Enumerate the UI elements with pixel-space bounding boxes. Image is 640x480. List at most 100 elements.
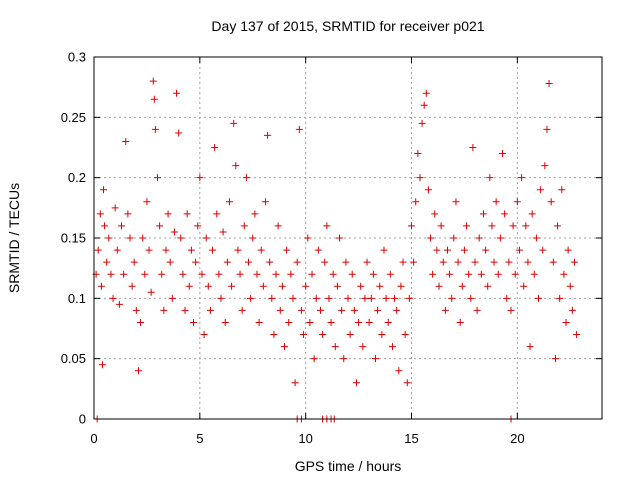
data-point: [456, 318, 464, 326]
data-point: [259, 282, 267, 290]
data-point: [448, 294, 456, 302]
data-point: [435, 282, 443, 290]
data-point: [454, 258, 462, 266]
data-point: [541, 162, 549, 170]
data-point: [134, 367, 142, 375]
y-tick-label: 0.1: [68, 291, 86, 306]
data-point: [388, 343, 396, 351]
data-point: [374, 306, 382, 314]
data-point: [209, 246, 217, 254]
data-point: [257, 246, 265, 254]
data-point: [532, 234, 540, 242]
data-point: [405, 294, 413, 302]
data-point: [511, 270, 519, 278]
data-point: [463, 222, 471, 230]
data-point: [206, 306, 214, 314]
data-point: [420, 101, 428, 109]
data-point: [122, 137, 130, 145]
data-point: [160, 306, 168, 314]
data-point: [276, 306, 284, 314]
data-point: [479, 210, 487, 218]
data-point: [327, 318, 335, 326]
data-points: [92, 77, 581, 423]
data-point: [185, 282, 193, 290]
data-point: [175, 129, 183, 137]
data-point: [268, 294, 276, 302]
data-point: [382, 294, 390, 302]
data-point: [460, 246, 468, 254]
data-point: [264, 131, 272, 139]
data-point: [141, 270, 149, 278]
data-point: [287, 270, 295, 278]
data-point: [211, 144, 219, 151]
data-point: [115, 300, 123, 308]
data-point: [325, 294, 333, 302]
data-point: [181, 306, 189, 314]
data-point: [348, 270, 356, 278]
data-point: [183, 210, 191, 218]
data-point: [100, 186, 108, 194]
y-tick-label: 0.15: [61, 231, 86, 246]
data-point: [97, 282, 105, 290]
data-point: [484, 282, 492, 290]
data-point: [570, 258, 578, 266]
data-point: [346, 331, 354, 339]
data-point: [225, 198, 233, 206]
data-point: [156, 222, 164, 230]
data-point: [482, 246, 490, 254]
data-point: [526, 343, 534, 351]
data-point: [312, 294, 320, 302]
data-point: [302, 282, 310, 290]
data-point: [372, 355, 380, 363]
data-point: [113, 246, 121, 254]
data-point: [439, 258, 447, 266]
data-point: [537, 186, 545, 194]
data-point: [475, 234, 483, 242]
data-point: [437, 222, 445, 230]
data-point: [352, 379, 360, 387]
data-point: [295, 125, 303, 133]
data-point: [274, 222, 282, 230]
data-point: [467, 294, 475, 302]
data-point: [154, 174, 161, 182]
data-point: [242, 174, 250, 182]
data-point: [293, 258, 301, 266]
data-point: [492, 198, 500, 206]
data-point: [124, 210, 132, 218]
y-tick-label: 0.25: [61, 110, 86, 125]
data-point: [194, 222, 202, 230]
data-point: [490, 258, 498, 266]
data-point: [255, 318, 263, 326]
data-point: [96, 210, 104, 218]
data-point: [551, 355, 559, 363]
data-point: [145, 246, 153, 254]
data-point: [336, 234, 344, 242]
data-point: [202, 234, 210, 242]
data-point: [418, 119, 426, 127]
data-point: [399, 258, 407, 266]
data-point: [488, 222, 496, 230]
data-point: [223, 258, 231, 266]
data-point: [509, 222, 517, 230]
data-point: [361, 294, 369, 302]
data-point: [270, 331, 278, 339]
data-point: [391, 294, 399, 302]
data-point: [505, 258, 513, 266]
x-tick-label: 0: [90, 431, 97, 446]
data-point: [395, 367, 403, 375]
data-point: [424, 186, 432, 194]
data-point: [179, 270, 187, 278]
data-point: [344, 294, 352, 302]
data-point: [132, 306, 140, 314]
data-point: [338, 306, 346, 314]
data-point: [365, 318, 373, 326]
data-point: [253, 270, 261, 278]
data-point: [198, 270, 206, 278]
data-point: [149, 77, 157, 85]
data-point: [494, 270, 502, 278]
data-point: [471, 258, 479, 266]
data-point: [486, 174, 494, 182]
data-point: [350, 306, 358, 314]
data-point: [173, 89, 181, 97]
